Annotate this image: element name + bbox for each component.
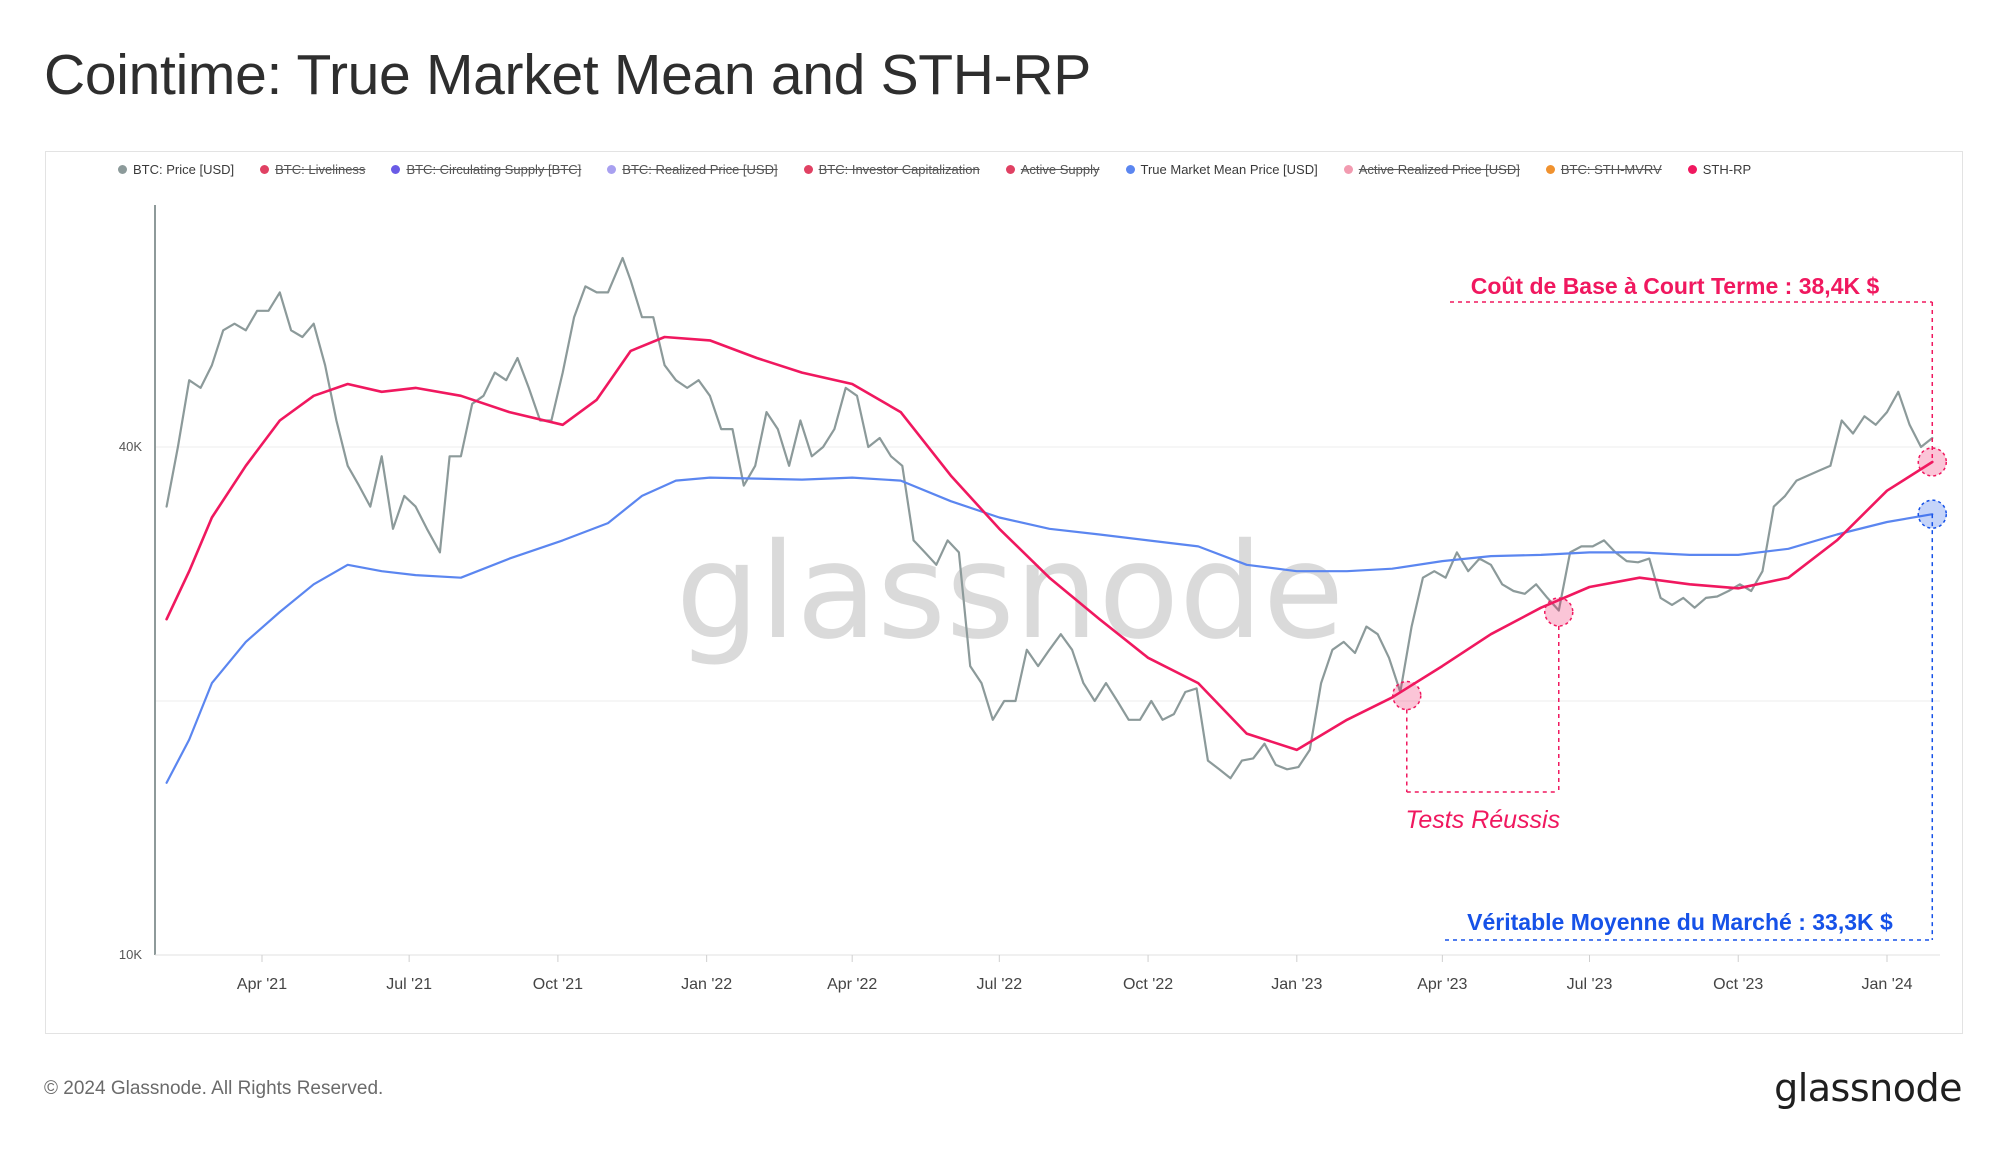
legend-dot-icon: [118, 165, 127, 174]
legend-item[interactable]: Active Supply: [1005, 162, 1100, 177]
y-tick-label: 10K: [119, 947, 142, 962]
legend-dot-icon: [1005, 165, 1015, 174]
legend-label: BTC: STH-MVRV: [1560, 162, 1662, 177]
legend-dot-icon: [607, 165, 617, 174]
successful-tests-label: Tests Réussis: [1405, 806, 1560, 834]
true-market-mean-label: Véritable Moyenne du Marché : 33,3K $: [1467, 909, 1893, 935]
test-marker: [1544, 597, 1574, 627]
x-tick-label: Jan '24: [1861, 976, 1912, 993]
x-tick-label: Apr '22: [827, 976, 877, 993]
footer-logo: glassnode: [1774, 1066, 1962, 1110]
legend-label: True Market Mean Price [USD]: [1140, 162, 1318, 177]
annotation-layer: Coût de Base à Court Terme : 38,4K $ Véri…: [1392, 273, 1948, 941]
series-layer: [165, 256, 1934, 784]
legend-dot-icon: [260, 165, 270, 174]
legend-label: BTC: Realized Price [USD]: [622, 162, 778, 177]
legend-label: BTC: Price [USD]: [133, 162, 235, 177]
x-tick-label: Jan '23: [1271, 976, 1322, 993]
x-tick-label: Jul '21: [386, 976, 432, 993]
footer-copyright: © 2024 Glassnode. All Rights Reserved.: [44, 1078, 384, 1099]
legend-dot-icon: [1545, 165, 1555, 174]
legend-dot-icon: [391, 165, 401, 174]
legend-label: BTC: Liveliness: [275, 162, 366, 177]
series-sth-rp-line: [165, 335, 1934, 752]
legend-item[interactable]: True Market Mean Price [USD]: [1125, 162, 1318, 177]
x-tick-label: Jan '22: [681, 976, 732, 993]
x-tick-label: Apr '23: [1417, 976, 1467, 993]
x-tick-label: Oct '21: [533, 976, 583, 993]
legend-dot-icon: [1687, 165, 1697, 174]
legend-item[interactable]: BTC: Price [USD]: [118, 162, 234, 177]
legend-label: Active Realized Price [USD]: [1358, 162, 1520, 177]
x-tick-label: Jul '22: [976, 976, 1022, 993]
y-tick-label: 40K: [119, 439, 142, 454]
legend-item[interactable]: BTC: STH-MVRV: [1545, 162, 1662, 177]
test-marker: [1392, 680, 1422, 711]
legend-label: BTC: Circulating Supply [BTC]: [406, 162, 582, 177]
page-title: Cointime: True Market Mean and STH-RP: [44, 43, 1091, 107]
legend-item[interactable]: BTC: Investor Capitalization: [803, 162, 980, 177]
legend-item[interactable]: Active Realized Price [USD]: [1343, 162, 1520, 177]
legend-dot-icon: [1343, 165, 1353, 174]
sth-cost-basis-label: Coût de Base à Court Terme : 38,4K $: [1471, 273, 1880, 299]
series-true-market-mean-line: [165, 476, 1934, 784]
legend-item[interactable]: BTC: Liveliness: [260, 162, 365, 177]
chart-legend: BTC: Price [USD] BTC: Liveliness BTC: Circ…: [118, 162, 1751, 177]
legend-dot-icon: [1125, 165, 1135, 174]
grid-layer: [155, 446, 1940, 702]
legend-dot-icon: [803, 165, 813, 174]
legend-item[interactable]: BTC: Realized Price [USD]: [607, 162, 778, 177]
tmm-endpoint-marker: [1917, 499, 1948, 529]
x-tick-label: Apr '21: [237, 976, 287, 993]
legend-label: Active Supply: [1020, 162, 1100, 177]
chart-panel: [45, 151, 1963, 1034]
x-tick-label: Jul '23: [1567, 976, 1613, 993]
legend-item[interactable]: STH-RP: [1687, 162, 1752, 177]
legend-label: BTC: Investor Capitalization: [818, 162, 980, 177]
x-tick-label: Oct '23: [1713, 976, 1763, 993]
legend-label: STH-RP: [1702, 162, 1752, 177]
legend-item[interactable]: BTC: Circulating Supply [BTC]: [391, 162, 581, 177]
sth-endpoint-marker: [1917, 447, 1948, 477]
x-tick-label: Oct '22: [1123, 976, 1173, 993]
axes-layer: 10K 40K Apr '21 Jul '21 Oct '21 Jan '22 Apr '2…: [119, 205, 1940, 993]
series-price-line: [165, 256, 1934, 780]
